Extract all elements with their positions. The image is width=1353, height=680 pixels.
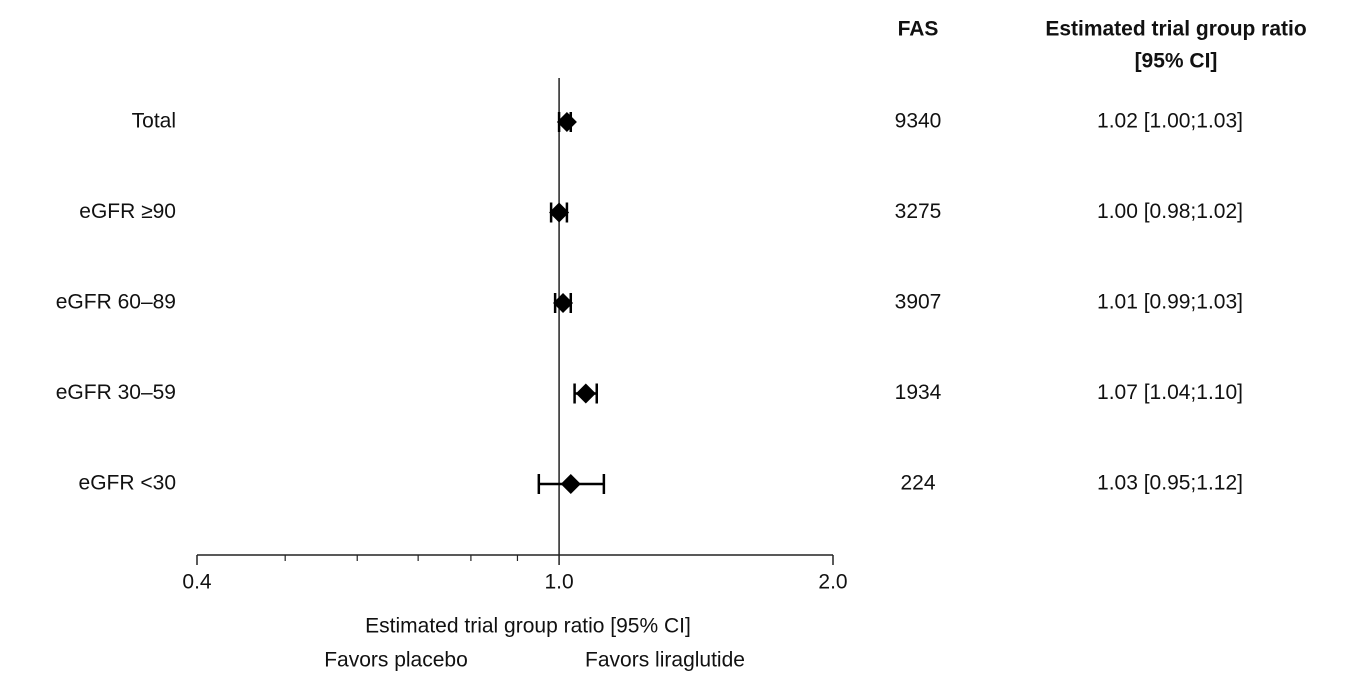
x-tick-label: 2.0 bbox=[818, 571, 847, 594]
ci-label: 1.00 [0.98;1.02] bbox=[1097, 200, 1243, 223]
ci-label: 1.02 [1.00;1.03] bbox=[1097, 110, 1243, 133]
fas-value: 9340 bbox=[895, 110, 942, 133]
point-estimate bbox=[560, 474, 581, 494]
ci-header: [95% CI] bbox=[1135, 50, 1218, 73]
row-label: eGFR 30–59 bbox=[56, 381, 176, 404]
ci-label: 1.03 [0.95;1.12] bbox=[1097, 472, 1243, 495]
fas-value: 1934 bbox=[895, 381, 942, 404]
x-tick-label: 0.4 bbox=[182, 571, 212, 594]
row-label: eGFR ≥90 bbox=[79, 200, 176, 223]
favors-left: Favors placebo bbox=[324, 649, 468, 672]
ci-header: Estimated trial group ratio bbox=[1045, 18, 1306, 41]
point-estimate bbox=[553, 293, 574, 313]
ci-label: 1.07 [1.04;1.10] bbox=[1097, 381, 1243, 404]
ci-label: 1.01 [0.99;1.03] bbox=[1097, 291, 1243, 314]
point-estimate bbox=[549, 202, 570, 223]
point-estimate bbox=[575, 383, 596, 404]
fas-value: 3907 bbox=[895, 291, 942, 314]
x-tick-label: 1.0 bbox=[544, 571, 573, 594]
x-axis-label: Estimated trial group ratio [95% CI] bbox=[365, 615, 691, 638]
fas-header: FAS bbox=[898, 18, 939, 41]
row-label: eGFR <30 bbox=[79, 472, 176, 495]
row-label: Total bbox=[132, 110, 176, 133]
fas-value: 3275 bbox=[895, 200, 942, 223]
point-estimate bbox=[556, 112, 577, 132]
favors-right: Favors liraglutide bbox=[585, 649, 745, 672]
row-label: eGFR 60–89 bbox=[56, 291, 176, 314]
fas-value: 224 bbox=[900, 472, 935, 495]
